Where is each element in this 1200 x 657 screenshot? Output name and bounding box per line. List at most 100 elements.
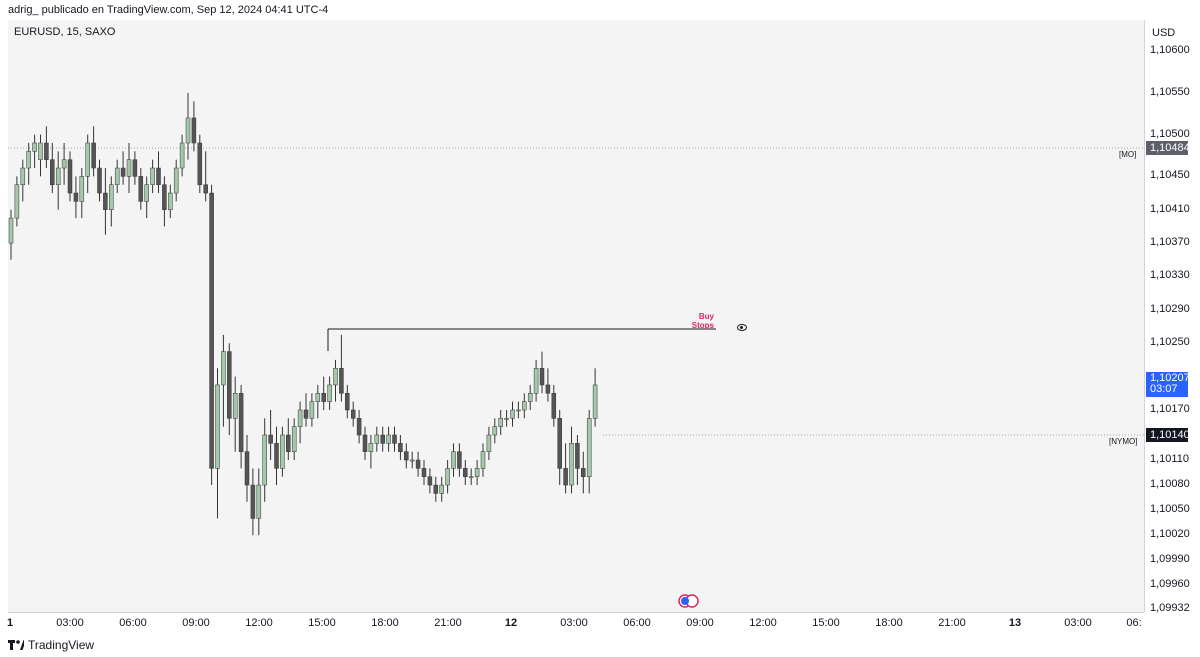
candle[interactable] xyxy=(451,443,456,477)
candle[interactable] xyxy=(114,159,120,194)
candle[interactable] xyxy=(563,443,568,494)
candle[interactable] xyxy=(203,151,208,202)
candle[interactable] xyxy=(32,134,37,169)
candle[interactable] xyxy=(498,409,503,435)
candle[interactable] xyxy=(120,151,126,185)
candle[interactable] xyxy=(150,159,155,194)
candle[interactable] xyxy=(575,435,580,486)
candle[interactable] xyxy=(91,126,96,177)
candle[interactable] xyxy=(238,384,244,469)
candle[interactable] xyxy=(392,426,397,452)
candle[interactable] xyxy=(321,376,326,410)
candle[interactable] xyxy=(297,401,303,444)
buy-stops-annotation[interactable]: Buy Stops xyxy=(688,312,714,330)
candle[interactable] xyxy=(457,443,462,477)
candle[interactable] xyxy=(345,384,350,419)
candle[interactable] xyxy=(97,159,102,202)
time-axis[interactable]: 1 03:00 06:00 09:00 12:00 15:00 18:00 21:00 12 03… xyxy=(7,612,1144,633)
currency-label[interactable]: USD xyxy=(1152,27,1176,39)
candle[interactable] xyxy=(132,151,138,185)
candle[interactable] xyxy=(268,409,273,461)
candle[interactable] xyxy=(339,334,344,402)
candle[interactable] xyxy=(291,418,297,461)
candle[interactable] xyxy=(404,443,409,469)
candle[interactable] xyxy=(368,435,374,469)
candle[interactable] xyxy=(374,426,380,452)
candle[interactable] xyxy=(262,418,267,502)
candle[interactable] xyxy=(250,468,256,536)
candle[interactable] xyxy=(256,468,262,536)
candle[interactable] xyxy=(527,384,533,410)
candle[interactable] xyxy=(55,151,61,210)
candle[interactable] xyxy=(474,460,480,486)
candle[interactable] xyxy=(156,151,161,194)
candle[interactable] xyxy=(162,176,167,227)
candle[interactable] xyxy=(362,426,368,461)
candle[interactable] xyxy=(79,168,85,219)
candle[interactable] xyxy=(8,209,14,260)
candle[interactable] xyxy=(309,393,315,427)
candle[interactable] xyxy=(185,92,191,160)
candle[interactable] xyxy=(44,126,49,169)
candle[interactable] xyxy=(85,134,90,194)
candle[interactable] xyxy=(227,343,232,435)
candle[interactable] xyxy=(327,376,332,410)
candle[interactable] xyxy=(244,435,250,502)
candle[interactable] xyxy=(427,468,433,494)
candle[interactable] xyxy=(492,418,498,444)
candle[interactable] xyxy=(421,460,427,486)
candle[interactable] xyxy=(126,142,132,194)
candle[interactable] xyxy=(38,134,43,177)
candle[interactable] xyxy=(551,384,557,427)
candle[interactable] xyxy=(486,426,492,461)
candle[interactable] xyxy=(61,142,67,185)
candle[interactable] xyxy=(386,426,391,452)
candle[interactable] xyxy=(173,159,179,202)
candle[interactable] xyxy=(209,184,214,486)
candle[interactable] xyxy=(221,334,226,427)
candle[interactable] xyxy=(315,384,321,419)
candle[interactable] xyxy=(109,176,114,227)
candle[interactable] xyxy=(350,401,356,427)
candle[interactable] xyxy=(67,151,73,202)
candle[interactable] xyxy=(303,393,309,427)
candle[interactable] xyxy=(510,401,515,427)
candle[interactable] xyxy=(179,134,185,177)
candle[interactable] xyxy=(545,368,551,402)
candle[interactable] xyxy=(20,159,26,202)
candle[interactable] xyxy=(445,460,450,494)
candle[interactable] xyxy=(50,142,55,194)
candle[interactable] xyxy=(581,451,586,494)
events-flag-icon[interactable] xyxy=(678,594,704,608)
candle[interactable] xyxy=(539,351,545,394)
candle[interactable] xyxy=(191,101,197,152)
candle[interactable] xyxy=(533,359,539,402)
candle[interactable] xyxy=(522,393,527,419)
candle[interactable] xyxy=(586,409,592,494)
candle[interactable] xyxy=(415,451,421,477)
candle[interactable] xyxy=(215,368,220,519)
candle[interactable] xyxy=(398,435,403,461)
candle[interactable] xyxy=(26,142,31,185)
candle[interactable] xyxy=(439,476,444,502)
candle[interactable] xyxy=(592,368,598,427)
candle[interactable] xyxy=(197,134,203,194)
candle[interactable] xyxy=(468,468,474,486)
candle[interactable] xyxy=(480,443,486,477)
price-axis[interactable] xyxy=(1144,20,1200,612)
candlestick-chart[interactable] xyxy=(8,20,1144,612)
candle[interactable] xyxy=(286,418,291,461)
candle[interactable] xyxy=(144,176,149,219)
candle[interactable] xyxy=(168,184,173,219)
candle[interactable] xyxy=(103,168,108,235)
eye-icon[interactable] xyxy=(737,324,747,331)
chart-pane[interactable] xyxy=(8,20,1144,612)
candle[interactable] xyxy=(380,426,385,452)
candle[interactable] xyxy=(463,460,468,486)
candle[interactable] xyxy=(569,426,574,494)
candle[interactable] xyxy=(280,426,285,477)
candle[interactable] xyxy=(557,409,562,486)
candle[interactable] xyxy=(504,409,509,427)
candle[interactable] xyxy=(232,376,238,452)
candle[interactable] xyxy=(409,451,415,469)
